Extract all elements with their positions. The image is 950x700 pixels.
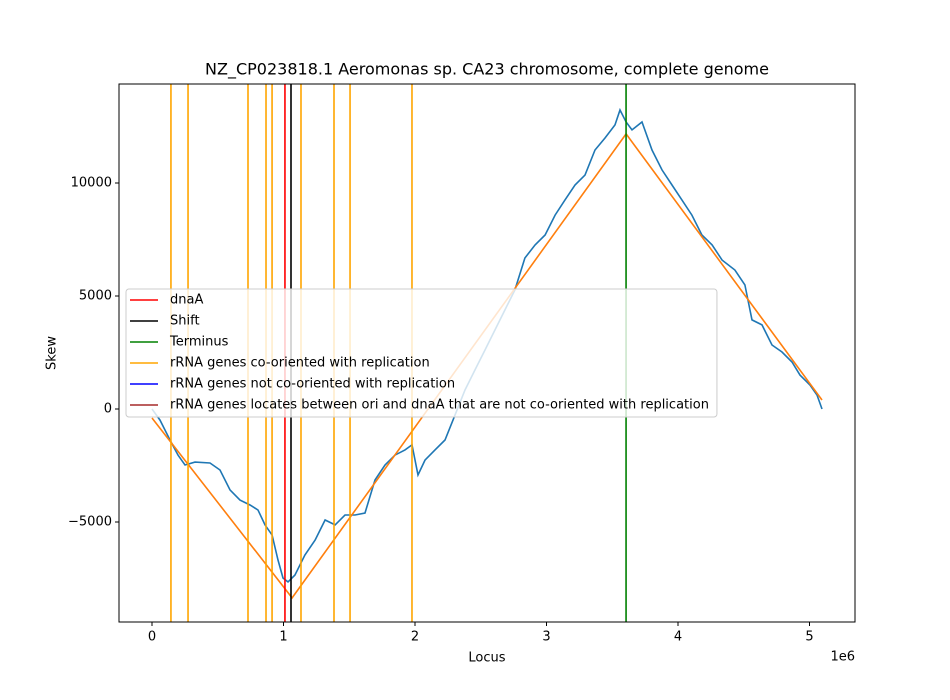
x-offset-label: 1e6 bbox=[830, 650, 855, 665]
y-tick-label: −5000 bbox=[68, 514, 112, 529]
x-tick-label: 2 bbox=[411, 630, 419, 645]
legend-label: rRNA genes not co-oriented with replicat… bbox=[170, 377, 455, 392]
legend-label: rRNA genes locates between ori and dnaA … bbox=[170, 398, 709, 413]
plot-frame bbox=[118, 83, 856, 623]
y-axis-label: Skew bbox=[45, 336, 60, 370]
x-tick-label: 0 bbox=[148, 630, 156, 645]
legend-label: rRNA genes co-oriented with replication bbox=[170, 356, 430, 371]
x-tick-label: 1 bbox=[279, 630, 287, 645]
legend-label: dnaA bbox=[170, 293, 203, 308]
legend-label: Shift bbox=[170, 314, 200, 329]
x-axis-label: Locus bbox=[468, 651, 505, 666]
legend-label: Terminus bbox=[169, 335, 229, 350]
x-tick-label: 4 bbox=[674, 630, 682, 645]
y-tick-label: 10000 bbox=[71, 175, 112, 190]
legend-box bbox=[125, 288, 718, 418]
x-tick-label: 5 bbox=[805, 630, 813, 645]
x-tick-label: 3 bbox=[542, 630, 550, 645]
y-tick-label: 0 bbox=[104, 401, 112, 416]
chart-title: NZ_CP023818.1 Aeromonas sp. CA23 chromos… bbox=[205, 60, 769, 80]
y-tick-label: 5000 bbox=[79, 288, 112, 303]
